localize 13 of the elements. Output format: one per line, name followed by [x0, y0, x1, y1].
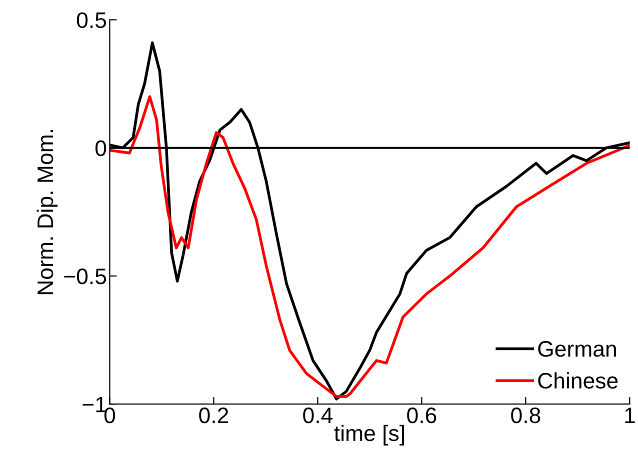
y-tick-label: 0.5	[76, 12, 106, 28]
y-tick-label: −1	[82, 396, 106, 412]
x-tick-label: 0.8	[511, 407, 540, 424]
x-tick-label: 0.2	[199, 407, 228, 424]
y-tick-label: 0	[95, 140, 106, 156]
y-axis-title: Norm. Dip. Mom.	[36, 130, 58, 294]
x-tick-label: 1	[625, 408, 635, 423]
x-tick-label: 0.6	[407, 407, 436, 424]
x-axis-title: time [s]	[334, 424, 404, 446]
y-tick-label: −0.5	[64, 268, 106, 284]
x-tick-label: 0.4	[303, 407, 333, 424]
legend-label: Chinese	[538, 372, 618, 389]
legend-label: German	[538, 341, 616, 357]
